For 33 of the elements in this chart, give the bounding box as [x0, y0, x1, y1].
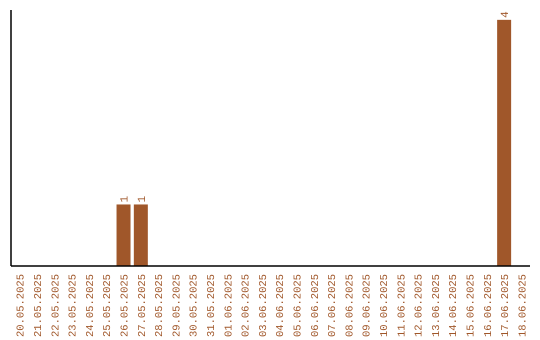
x-tick-label: 01.06.2025	[223, 274, 236, 338]
x-tick-label: 23.05.2025	[68, 274, 80, 338]
x-tick-label: 26.05.2025	[119, 274, 132, 338]
x-tick-label: 08.06.2025	[344, 274, 356, 338]
x-tick-label: 14.06.2025	[448, 274, 460, 338]
x-tick-label: 21.05.2025	[32, 274, 45, 338]
x-tick-label: 02.06.2025	[240, 274, 253, 338]
x-tick-label: 09.06.2025	[362, 274, 374, 338]
x-tick-label: 25.05.2025	[102, 274, 114, 338]
x-tick-label: 27.05.2025	[136, 274, 149, 338]
x-tick-label: 24.05.2025	[84, 274, 97, 338]
x-tick-label: 05.06.2025	[292, 274, 304, 338]
x-tick-label: 31.05.2025	[206, 274, 218, 338]
x-tick-label: 11.06.2025	[396, 274, 408, 338]
x-tick-label: 18.06.2025	[517, 274, 530, 338]
x-tick-label: 15.06.2025	[465, 274, 478, 338]
x-tick-label: 07.06.2025	[327, 274, 340, 338]
x-tick-label: 29.05.2025	[171, 274, 184, 338]
x-tick-label: 22.05.2025	[50, 274, 62, 338]
x-tick-label: 28.05.2025	[154, 274, 166, 338]
x-tick-label: 13.06.2025	[430, 274, 443, 338]
x-tick-label: 04.06.2025	[275, 274, 288, 338]
x-tick-label: 30.05.2025	[188, 274, 201, 338]
data-label: 1	[120, 195, 132, 202]
x-tick-label: 20.05.2025	[16, 274, 28, 338]
data-label: 1	[136, 195, 149, 202]
x-tick-label: 17.06.2025	[500, 274, 512, 338]
data-label: 4	[500, 10, 512, 18]
x-tick-label: 12.06.2025	[414, 274, 426, 338]
x-tick-label: 10.06.2025	[378, 274, 391, 338]
x-tick-label: 03.06.2025	[258, 274, 270, 338]
x-tick-label: 06.06.2025	[310, 274, 322, 338]
x-tick-label: 16.06.2025	[482, 274, 495, 338]
